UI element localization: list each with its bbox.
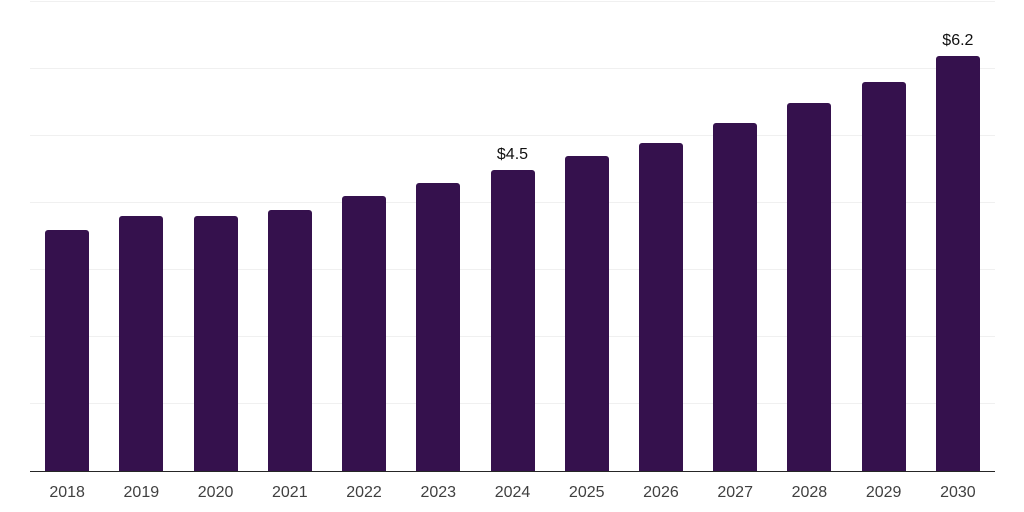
x-tick-label-2018: 2018: [49, 484, 85, 501]
x-tick-label-2024: 2024: [494, 484, 531, 501]
x-tick-label-2025: 2025: [568, 484, 605, 501]
bar-2029: [861, 82, 906, 471]
x-tick-label-2029: 2029: [865, 484, 902, 501]
bar-2026: [638, 142, 683, 471]
bar-2030: [935, 55, 980, 471]
x-tick-label-2019: 2019: [123, 484, 160, 501]
x-tick-label-2022: 2022: [346, 484, 382, 501]
bar-2023: [416, 182, 461, 471]
x-tick-label-2020: 2020: [197, 484, 234, 501]
bar-2024: [490, 169, 535, 471]
bar-2025: [564, 156, 609, 471]
bar-2020: [193, 216, 238, 471]
bar-2022: [342, 196, 387, 471]
x-tick-label-2021: 2021: [272, 484, 308, 501]
bar-2019: [119, 216, 164, 471]
x-axis: 2018 2019 2020 2021 2022 2023 2024 2025 2026 2027…: [30, 483, 995, 505]
bar-2028: [787, 102, 832, 471]
x-tick-label-2027: 2027: [717, 484, 753, 501]
x-tick-label-2028: 2028: [791, 484, 828, 501]
gridline: [30, 1, 995, 2]
gridline: [30, 135, 995, 136]
plot-area: $4.5 $6.2: [30, 1, 995, 472]
gridline: [30, 68, 995, 69]
bar-2027: [713, 122, 758, 471]
x-tick-label-2026: 2026: [643, 484, 679, 501]
bar-2021: [267, 209, 312, 471]
x-tick-label-2023: 2023: [420, 484, 457, 501]
data-label-2030: $6.2: [942, 31, 974, 49]
x-tick-label-2030: 2030: [940, 484, 976, 501]
data-label-2024: $4.5: [496, 145, 529, 163]
bar-2018: [45, 229, 90, 471]
